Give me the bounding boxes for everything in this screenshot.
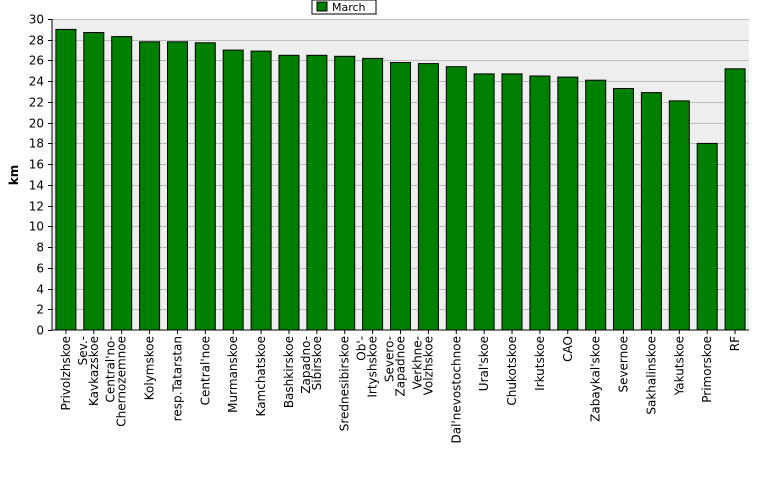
bar (167, 41, 188, 331)
y-tick-label: 12 (29, 200, 44, 214)
bar (585, 79, 607, 331)
x-tick-label: resp.Tatarstan (171, 336, 185, 421)
x-tick-label: Sev.-Kavkazskoe (76, 336, 101, 406)
x-tick-label: Kolymskoe (143, 336, 157, 400)
bar (417, 63, 439, 331)
bar (696, 142, 718, 331)
x-tick-label: CAO (561, 336, 575, 362)
bar (306, 54, 328, 331)
x-tick-label: Sakhalinskoe (644, 336, 658, 415)
bar (529, 75, 551, 331)
x-tick-label: Privolzhskoe (59, 336, 73, 410)
bar (390, 62, 411, 331)
x-tick-label: Murmanskoe (226, 336, 240, 413)
bar (362, 57, 384, 331)
bar (473, 73, 495, 331)
x-tick-label: Ob'-Irtyshskoe (355, 336, 380, 398)
bar (445, 66, 467, 331)
y-axis-label: km (7, 165, 21, 185)
x-tick-label: Yakutskoe (672, 336, 686, 396)
x-tick-label: Primorskoe (700, 336, 714, 403)
bar (111, 36, 133, 331)
y-tick-label: 6 (36, 262, 44, 276)
y-tick-label: 2 (36, 303, 44, 317)
x-tick-label: Ural'skoe (477, 336, 491, 391)
x-tick-label: Verkhne-Volzhskoe (410, 336, 435, 395)
legend-label: March (332, 1, 366, 14)
x-tick-label: RF (728, 336, 742, 351)
x-tick-label: Severo-Zapadnoe (383, 336, 408, 397)
y-tick-label: 4 (36, 283, 44, 297)
y-tick-label: 16 (29, 158, 44, 172)
legend: March (311, 0, 377, 15)
x-tick-label: Irkutskoe (533, 336, 547, 391)
x-tick-label: Severnoe (617, 336, 631, 393)
x-tick-label: Bashkirskoe (282, 336, 296, 408)
y-tick-label: 20 (29, 117, 44, 131)
y-tick-label: 14 (29, 179, 44, 193)
bars (55, 28, 746, 331)
bar (250, 50, 272, 331)
bar (557, 76, 579, 331)
y-tick-label: 0 (36, 324, 44, 338)
x-tick-label: Zapadno-Sibirskoe (299, 336, 324, 394)
y-tick-label: 24 (29, 75, 44, 89)
y-tick-label: 22 (29, 96, 44, 110)
bar (194, 42, 216, 331)
x-tick-label: Chukotskoe (505, 336, 519, 406)
bar (55, 28, 77, 331)
x-axis-ticks: Privolzhskoe Sev.-Kavkazskoe Central'no-Ch… (59, 330, 742, 444)
bar (222, 49, 244, 331)
x-tick-label: Srednesibirskoe (338, 336, 352, 431)
bar (334, 55, 356, 331)
x-tick-label: Central'noe (198, 336, 212, 405)
y-tick-label: 30 (29, 13, 44, 27)
bar (613, 88, 634, 331)
bar (724, 68, 746, 331)
y-tick-label: 18 (29, 137, 44, 151)
y-tick-label: 10 (29, 220, 44, 234)
bar (278, 54, 300, 331)
bar (83, 32, 105, 331)
bar (668, 100, 690, 331)
x-tick-label: Central'no-Chernozemnoe (104, 336, 129, 427)
y-tick-label: 28 (29, 34, 44, 48)
bar (640, 92, 662, 331)
x-tick-label: Kamchatskoe (254, 336, 268, 416)
legend-swatch (316, 1, 328, 12)
bar (139, 41, 161, 331)
y-tick-label: 26 (29, 54, 44, 68)
bar (501, 73, 523, 331)
y-tick-label: 8 (36, 241, 44, 255)
x-tick-label: Dal'nevostochnoe (449, 336, 463, 444)
x-tick-label: Zabaykal'skoe (589, 336, 603, 422)
